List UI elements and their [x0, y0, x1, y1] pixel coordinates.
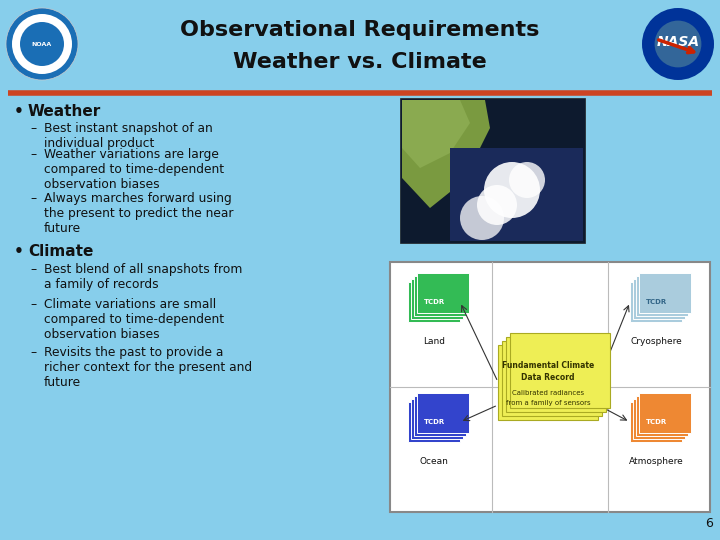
Bar — [414, 276, 466, 316]
Text: TCDR: TCDR — [645, 299, 667, 305]
Text: TCDR: TCDR — [423, 299, 445, 305]
Bar — [633, 399, 685, 439]
Text: –: – — [30, 192, 36, 205]
Text: Climate variations are small
compared to time-dependent
observation biases: Climate variations are small compared to… — [44, 298, 224, 341]
Text: •: • — [14, 104, 24, 119]
Text: Atmosphere: Atmosphere — [629, 457, 683, 467]
Text: Land: Land — [423, 338, 445, 347]
Circle shape — [12, 14, 72, 74]
Bar — [411, 399, 463, 439]
Bar — [408, 282, 460, 322]
Polygon shape — [402, 100, 470, 168]
Bar — [414, 396, 466, 436]
Text: –: – — [30, 122, 36, 135]
Bar — [510, 333, 610, 408]
Circle shape — [477, 185, 517, 225]
Text: NASA: NASA — [657, 35, 700, 49]
Text: Ocean: Ocean — [420, 457, 449, 467]
Text: –: – — [30, 346, 36, 359]
Text: –: – — [30, 148, 36, 161]
Bar — [636, 276, 688, 316]
Bar — [400, 98, 585, 243]
Bar — [408, 402, 460, 442]
Text: Revisits the past to provide a
richer context for the present and
future: Revisits the past to provide a richer co… — [44, 346, 252, 389]
Text: Always marches forward using
the present to predict the near
future: Always marches forward using the present… — [44, 192, 233, 235]
Circle shape — [20, 22, 64, 66]
Text: Weather: Weather — [28, 104, 102, 119]
Text: NOAA: NOAA — [32, 42, 52, 46]
Text: Best blend of all snapshots from
a family of records: Best blend of all snapshots from a famil… — [44, 263, 243, 291]
Bar — [630, 402, 682, 442]
Text: TCDR: TCDR — [423, 419, 445, 425]
Bar — [630, 282, 682, 322]
Bar — [417, 273, 469, 313]
Bar — [636, 396, 688, 436]
Circle shape — [484, 162, 540, 218]
Text: Weather variations are large
compared to time-dependent
observation biases: Weather variations are large compared to… — [44, 148, 224, 191]
Bar — [502, 341, 602, 416]
Text: from a family of sensors: from a family of sensors — [505, 400, 590, 406]
Circle shape — [6, 8, 78, 80]
Circle shape — [654, 21, 701, 68]
Bar — [639, 273, 691, 313]
Text: Cryosphere: Cryosphere — [630, 338, 682, 347]
Bar — [450, 148, 583, 241]
Text: Weather vs. Climate: Weather vs. Climate — [233, 52, 487, 72]
Text: Data Record: Data Record — [521, 373, 575, 381]
Bar — [390, 262, 710, 512]
Bar — [506, 337, 606, 412]
Circle shape — [642, 8, 714, 80]
Text: Observational Requirements: Observational Requirements — [180, 20, 540, 40]
Text: TCDR: TCDR — [645, 419, 667, 425]
Text: •: • — [14, 244, 24, 259]
Bar — [411, 279, 463, 319]
Text: –: – — [30, 263, 36, 276]
Circle shape — [509, 162, 545, 198]
Text: –: – — [30, 298, 36, 311]
Text: 6: 6 — [705, 517, 713, 530]
Bar — [417, 393, 469, 433]
Circle shape — [460, 196, 504, 240]
Bar — [639, 393, 691, 433]
Text: Best instant snapshot of an
individual product: Best instant snapshot of an individual p… — [44, 122, 212, 150]
Text: Climate: Climate — [28, 244, 94, 259]
Polygon shape — [402, 100, 490, 208]
Text: Fundamental Climate: Fundamental Climate — [502, 361, 594, 369]
Bar — [633, 279, 685, 319]
Text: Calibrated radiances: Calibrated radiances — [512, 390, 584, 396]
Bar — [498, 345, 598, 420]
